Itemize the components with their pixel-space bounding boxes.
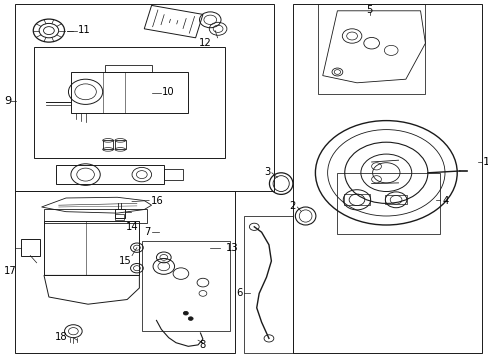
Bar	[71, 72, 188, 113]
Text: 16: 16	[150, 195, 163, 206]
Bar	[244, 216, 293, 353]
Text: 12: 12	[199, 38, 211, 48]
Text: 8: 8	[200, 339, 205, 350]
Bar	[115, 140, 125, 149]
Bar	[115, 209, 124, 218]
Bar	[142, 241, 229, 331]
Text: 7: 7	[144, 227, 150, 237]
Text: 4: 4	[442, 195, 448, 206]
Bar	[44, 221, 139, 275]
Bar	[317, 4, 425, 94]
Circle shape	[183, 311, 188, 315]
Text: 10: 10	[162, 87, 175, 97]
Text: 18: 18	[55, 332, 67, 342]
Text: 15: 15	[119, 256, 132, 266]
Bar	[105, 65, 151, 72]
Text: 9: 9	[4, 96, 11, 106]
Bar	[56, 165, 163, 184]
Text: 6: 6	[236, 288, 243, 298]
Text: 1: 1	[482, 157, 488, 167]
Text: 3: 3	[264, 167, 270, 177]
Bar	[115, 214, 124, 220]
Bar	[102, 140, 113, 149]
Bar	[385, 195, 406, 204]
Bar	[337, 173, 439, 234]
Bar	[44, 209, 146, 223]
Text: 5: 5	[366, 5, 372, 15]
Circle shape	[188, 317, 193, 320]
Text: 17: 17	[4, 266, 17, 276]
Bar	[343, 194, 369, 205]
Bar	[293, 4, 481, 353]
Bar	[20, 239, 40, 256]
Text: 2: 2	[289, 201, 295, 211]
Bar	[163, 169, 183, 180]
Bar	[15, 191, 234, 353]
Text: 14: 14	[125, 222, 138, 232]
Text: 11: 11	[78, 25, 91, 35]
Text: 13: 13	[225, 243, 238, 253]
Bar	[34, 47, 224, 158]
Bar	[15, 4, 273, 191]
